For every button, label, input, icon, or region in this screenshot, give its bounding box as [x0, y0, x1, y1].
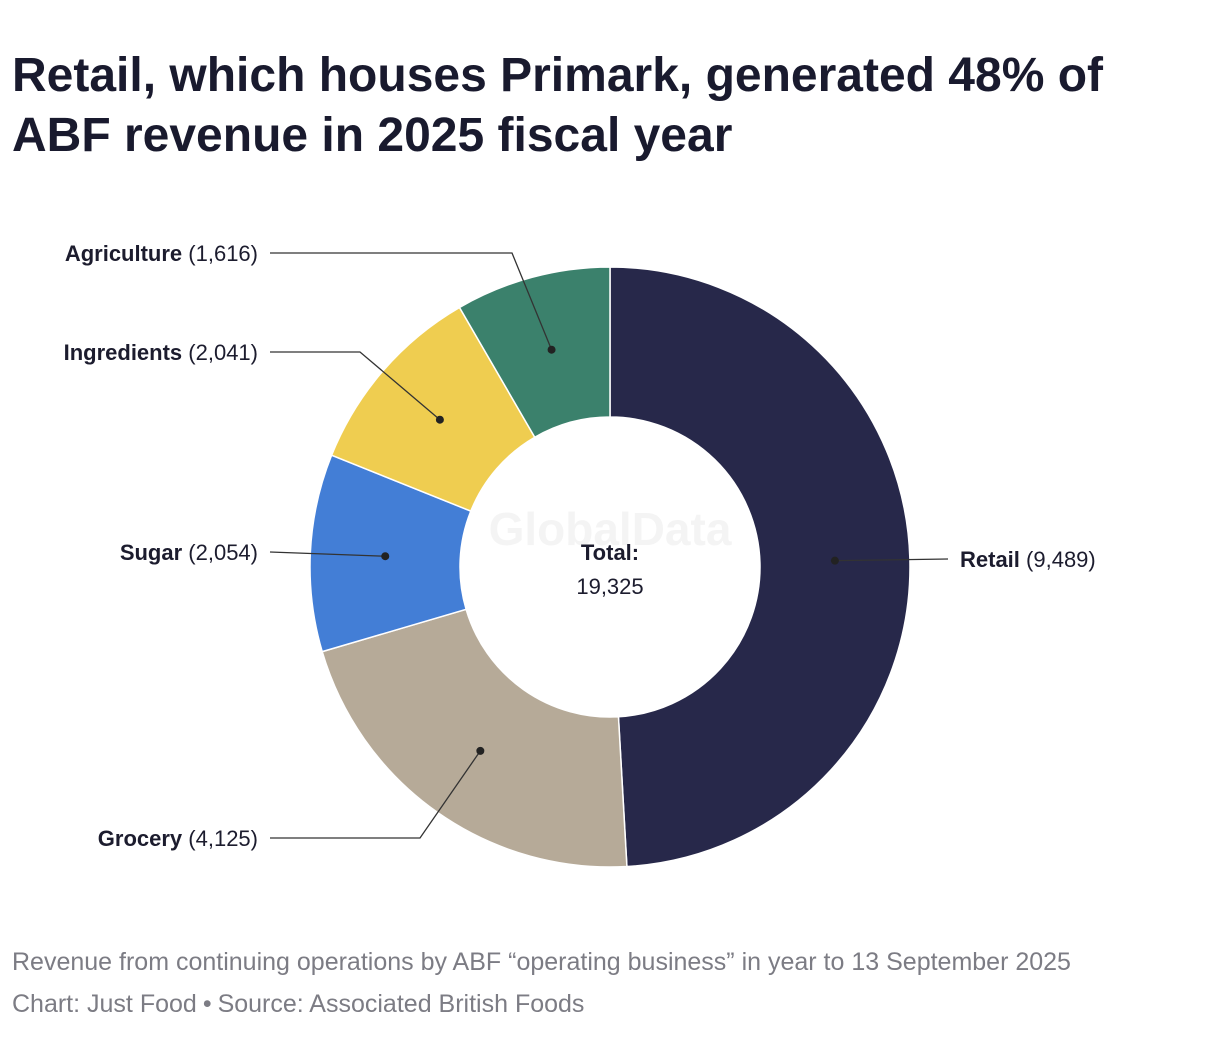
chart-note: Revenue from continuing operations by AB…	[12, 948, 1071, 976]
label-value-sugar: (2,054)	[182, 540, 258, 565]
data-label-ingredients: Ingredients (2,041)	[64, 340, 258, 365]
chart-source: Source: Associated British Foods	[217, 990, 585, 1018]
data-label-sugar: Sugar (2,054)	[120, 540, 258, 565]
label-value-ingredients: (2,041)	[182, 340, 258, 365]
data-label-grocery: Grocery (4,125)	[98, 826, 258, 851]
label-category-agriculture: Agriculture	[65, 241, 182, 266]
center-total-value: 19,325	[576, 574, 643, 599]
watermark: GlobalData	[489, 503, 732, 555]
callout-dot-grocery	[476, 746, 485, 755]
callout-line-grocery	[270, 750, 481, 839]
callout-line-agriculture	[270, 252, 553, 350]
chart-credits: Chart: Just Food • Source: Associated Brit…	[12, 989, 1202, 1019]
chart-credit: Chart: Just Food	[12, 990, 197, 1018]
center-total-label: Total:	[581, 540, 639, 565]
callout-line-ingredients	[270, 351, 441, 421]
data-label-retail: Retail (9,489)	[960, 547, 1096, 572]
slice-agriculture	[458, 266, 611, 439]
credit-separator: •	[202, 990, 212, 1018]
callout-dot-agriculture	[547, 345, 556, 354]
callout-dot-ingredients	[435, 415, 444, 424]
data-label-agriculture: Agriculture (1,616)	[65, 241, 258, 266]
label-category-sugar: Sugar	[120, 540, 183, 565]
chart-title: Retail, which houses Primark, generated …	[12, 49, 1104, 162]
label-value-retail: (9,489)	[1020, 547, 1096, 572]
label-value-grocery: (4,125)	[182, 826, 258, 851]
callout-line-retail	[834, 558, 949, 562]
label-category-grocery: Grocery	[98, 826, 183, 851]
label-category-retail: Retail	[960, 547, 1020, 572]
callout-line-sugar	[269, 551, 386, 557]
label-value-agriculture: (1,616)	[182, 241, 258, 266]
slice-grocery	[321, 608, 628, 868]
label-category-ingredients: Ingredients	[64, 340, 183, 365]
slice-retail	[609, 266, 911, 868]
callout-dot-sugar	[381, 552, 390, 561]
callout-dot-retail	[830, 556, 839, 565]
